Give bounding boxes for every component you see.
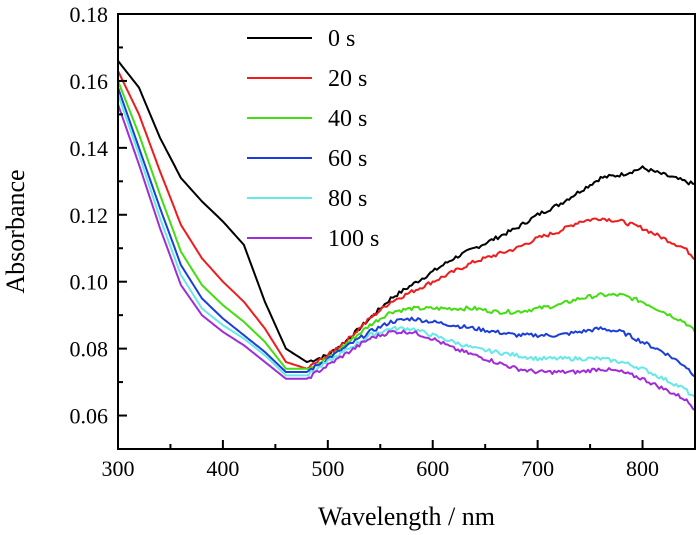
y-tick-label: 0.08 xyxy=(70,337,109,362)
y-tick-label: 0.06 xyxy=(70,404,109,429)
legend-label: 100 s xyxy=(328,226,379,252)
legend-label: 20 s xyxy=(328,66,367,92)
series-line-100s xyxy=(117,103,696,411)
axis-layer: 300 400 500 600 700 800 0.06 0.08 0.10 0.12 0.14 0.… xyxy=(70,2,696,481)
x-tick-label: 400 xyxy=(206,456,239,481)
legend: 0 s 20 s 40 s 60 s 80 s 100 s xyxy=(247,26,379,252)
x-tick-label: 700 xyxy=(521,456,554,481)
series-line-0s xyxy=(117,60,696,363)
series-line-80s xyxy=(117,93,696,398)
y-tick-label: 0.14 xyxy=(70,136,109,161)
y-tick-label: 0.16 xyxy=(70,69,109,94)
legend-label: 80 s xyxy=(328,186,367,212)
y-axis-title: Absorbance xyxy=(1,169,30,293)
y-tick-label: 0.10 xyxy=(70,270,109,295)
plot-frame xyxy=(117,13,696,450)
y-tick-label: 0.18 xyxy=(70,2,109,27)
x-tick-label: 600 xyxy=(416,456,449,481)
x-axis-title: Wavelength / nm xyxy=(318,502,495,531)
x-tick-label: 800 xyxy=(626,456,659,481)
legend-label: 0 s xyxy=(328,26,355,52)
x-tick-label: 500 xyxy=(311,456,344,481)
legend-label: 40 s xyxy=(328,106,367,132)
y-tick-label: 0.12 xyxy=(70,203,109,228)
series-line-60s xyxy=(117,87,696,378)
series-layer xyxy=(117,60,696,411)
series-line-20s xyxy=(117,70,696,370)
legend-label: 60 s xyxy=(328,146,367,172)
x-tick-label: 300 xyxy=(102,456,135,481)
series-line-40s xyxy=(117,80,696,371)
